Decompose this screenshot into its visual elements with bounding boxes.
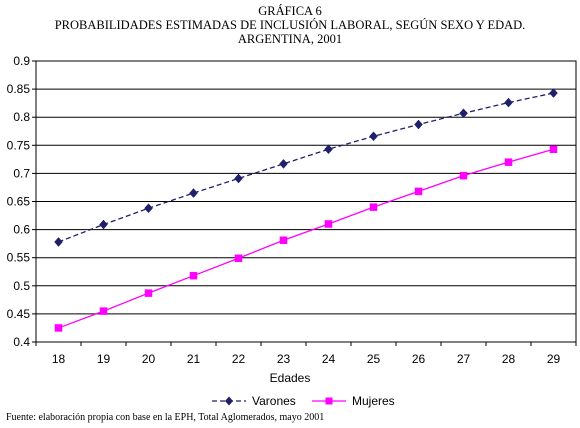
source-note: Fuente: elaboración propia con base en l…: [6, 412, 325, 423]
data-point-varones: [369, 131, 378, 142]
data-point-varones: [459, 108, 468, 119]
data-point-mujeres: [99, 307, 108, 315]
data-point-mujeres: [234, 254, 243, 263]
x-tick-label: 24: [322, 352, 336, 366]
y-tick-label: 0.55: [7, 251, 31, 265]
legend-marker-varones: [225, 396, 233, 406]
data-point-mujeres: [279, 236, 288, 245]
series-line-mujeres: [58, 148, 554, 329]
x-tick-label: 28: [502, 352, 516, 366]
data-point-varones: [234, 173, 243, 184]
x-tick-label: 23: [277, 352, 291, 366]
chart-figure-label: GRÁFICA 6: [258, 4, 322, 18]
y-tick-label: 0.9: [13, 54, 30, 68]
y-tick-label: 0.75: [7, 138, 31, 152]
series-line-varones: [58, 92, 554, 243]
data-point-mujeres: [414, 187, 423, 196]
y-tick-label: 0.5: [13, 279, 30, 293]
data-point-varones: [189, 188, 198, 198]
legend-label-varones: Varones: [252, 394, 296, 408]
x-tick-label: 18: [52, 352, 66, 366]
data-point-mujeres: [324, 220, 333, 228]
x-tick-label: 27: [457, 352, 471, 366]
y-tick-label: 0.65: [7, 195, 31, 209]
y-tick-label: 0.45: [7, 307, 31, 321]
line-chart: 0.4 0.45 0.5 0.55 0.6 0.65 0.7 0.75 0.8 0.85 0.9 18…: [7, 54, 577, 408]
data-point-mujeres: [504, 158, 513, 166]
data-point-varones: [549, 88, 558, 98]
data-point-varones: [279, 158, 288, 169]
data-point-varones: [504, 97, 513, 108]
data-point-varones: [324, 144, 333, 155]
x-tick-label: 29: [547, 352, 561, 366]
chart-title: PROBABILIDADES ESTIMADAS DE INCLUSIÓN LA…: [54, 18, 526, 32]
y-tick-label: 0.8: [13, 110, 30, 124]
data-point-mujeres: [459, 171, 468, 180]
x-tick-label: 26: [412, 352, 426, 366]
data-point-varones: [144, 203, 153, 214]
data-point-mujeres: [189, 271, 198, 280]
data-point-varones: [414, 119, 423, 130]
x-tick-label: 22: [232, 352, 246, 366]
x-axis-title: Edades: [270, 371, 311, 385]
x-tick-label: 20: [142, 352, 156, 366]
data-point-mujeres: [549, 145, 558, 153]
y-tick-label: 0.85: [7, 82, 31, 96]
data-point-varones: [99, 219, 108, 230]
legend-label-mujeres: Mujeres: [352, 394, 395, 408]
chart-subtitle: ARGENTINA, 2001: [237, 32, 343, 46]
legend-marker-mujeres: [325, 397, 333, 405]
x-tick-label: 19: [97, 352, 111, 366]
y-tick-label: 0.4: [13, 335, 30, 349]
data-point-varones: [54, 237, 63, 247]
data-point-mujeres: [369, 203, 378, 211]
x-tick-label: 25: [367, 352, 381, 366]
data-point-mujeres: [54, 324, 63, 332]
x-tick-label: 21: [187, 352, 201, 366]
y-tick-label: 0.6: [13, 223, 30, 237]
y-tick-label: 0.7: [13, 166, 30, 180]
data-point-mujeres: [144, 289, 153, 297]
